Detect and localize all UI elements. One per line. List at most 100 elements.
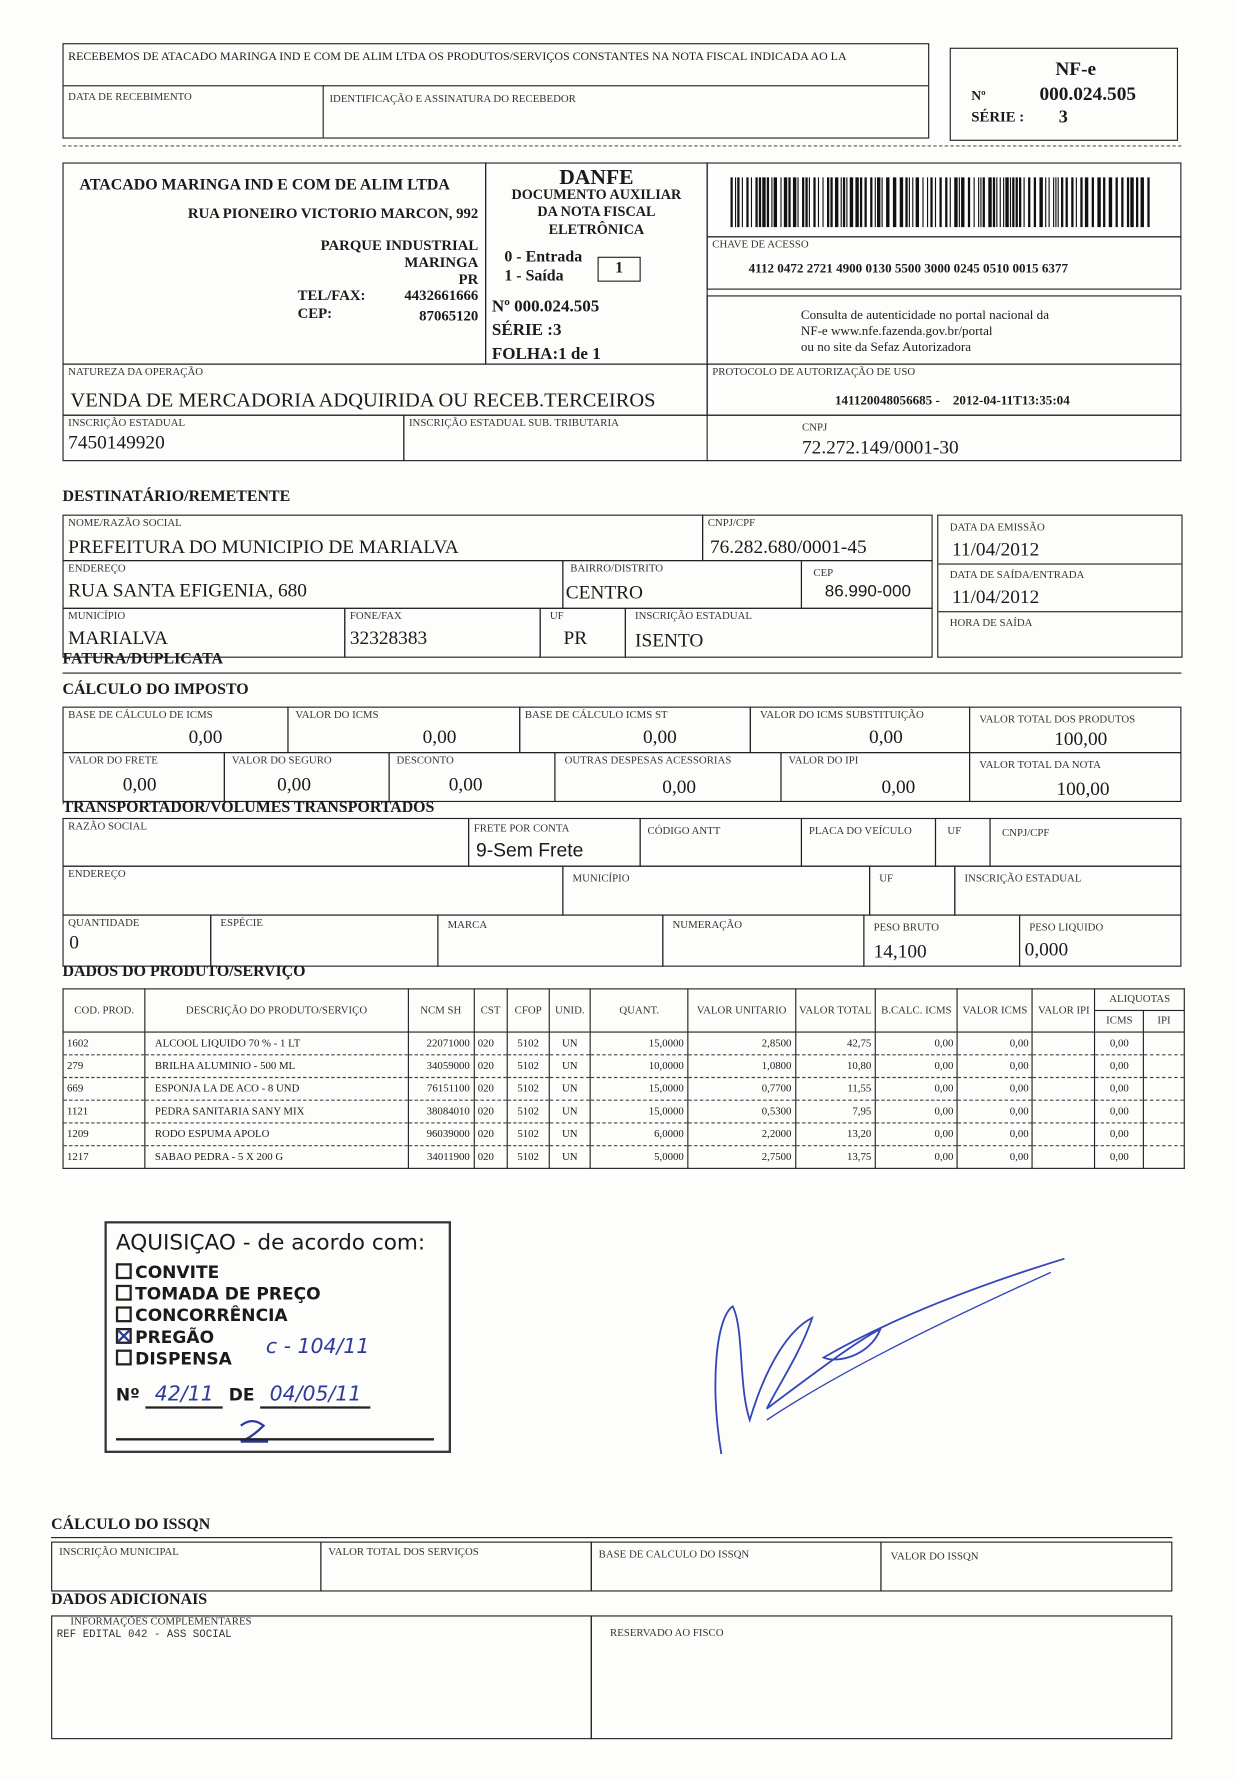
cnpj-value: 72.272.149/0001-30: [802, 436, 959, 458]
cell-cst: 020: [473, 1145, 508, 1169]
barcode-bar: [730, 177, 733, 228]
base-st-box: BASE DE CÁLCULO ICMS ST 0,00: [519, 706, 751, 754]
issqn-value-box: VALOR DO ISSQN: [880, 1541, 1173, 1592]
recipient-address: RUA SANTA EFIGENIA, 680: [68, 579, 307, 601]
cell-desc: PEDRA SANITARIA SANY MIX: [144, 1100, 409, 1124]
barcode-bar: [926, 177, 929, 228]
operation-box: NATUREZA DA OPERAÇÃO VENDA DE MERCADORIA…: [62, 363, 708, 416]
recipient-name: PREFEITURA DO MUNICIPIO DE MARIALVA: [68, 536, 459, 558]
issqn-municipal-box: INSCRIÇÃO MUNICIPAL: [51, 1541, 322, 1592]
issqn-base-label: BASE DE CALCULO DO ISSQN: [598, 1549, 750, 1561]
emitter-cep-label: CEP:: [297, 304, 333, 322]
stamp-option-label: DISPENSA: [135, 1348, 232, 1369]
carrier-ie-label: INSCRIÇÃO ESTADUAL: [964, 873, 1082, 885]
icms-st-label: VALOR DO ICMS SUBSTITUIÇÃO: [759, 710, 924, 722]
danfe-subtitle-1: DOCUMENTO AUXILIAR: [511, 186, 682, 203]
barcode-bar: [746, 177, 749, 228]
cell-rate-icms: 0,00: [1094, 1032, 1145, 1056]
cell-desc: ALCOOL LIQUIDO 70 % - 1 LT: [144, 1032, 409, 1056]
cell-rate-icms: 0,00: [1094, 1100, 1145, 1124]
product-row: 1602 ALCOOL LIQUIDO 70 % - 1 LT 22071000 02…: [62, 1032, 1185, 1056]
cell-total: 11,55: [794, 1077, 876, 1101]
barcode-bar: [1140, 177, 1144, 228]
barcode-bar: [939, 177, 942, 228]
barcode-bar: [1023, 177, 1025, 228]
barcode-bar: [908, 177, 910, 228]
products-total-label: VALOR TOTAL DOS PRODUTOS: [979, 714, 1136, 726]
cell-unit-price: 2,7500: [687, 1145, 796, 1169]
cell-cfop: 5102: [506, 1145, 550, 1169]
carrier-uf-label: UF: [947, 825, 962, 838]
barcode-bar: [840, 177, 842, 228]
additional-info-label: INFORMAÇÕES COMPLEMENTARES: [70, 1616, 252, 1628]
plate-label: PLACA DO VEÍCULO: [808, 825, 912, 838]
cell-qty: 6,0000: [590, 1122, 689, 1147]
stamp-handwritten-ref: c - 104/11: [265, 1334, 370, 1359]
acquisition-stamp: AQUISIÇAO - de acordo com: CONVITE TOMADA…: [104, 1221, 451, 1453]
barcode-bar: [773, 177, 778, 228]
recipient-city-label: MUNICÍPIO: [68, 611, 126, 623]
recipient-uf-label: UF: [549, 611, 564, 623]
cell-bcalc: 0,00: [874, 1054, 958, 1079]
base-icms-label: BASE DE CÁLCULO DE ICMS: [68, 710, 213, 722]
invoice-heading: FATURA/DUPLICATA: [62, 650, 223, 668]
barcode-bar: [967, 177, 971, 228]
barcode-bar: [1048, 177, 1050, 228]
danfe-entry-label: 0 - Entrada: [504, 248, 583, 266]
icms-st-value: 0,00: [869, 725, 903, 748]
cell-total: 13,75: [794, 1145, 876, 1169]
emitter-district: PARQUE INDUSTRIAL: [320, 236, 479, 254]
numbering-box: NUMERAÇÃO: [662, 914, 865, 967]
cell-ncm: 38084010: [407, 1100, 475, 1124]
cell-unit: UN: [548, 1100, 592, 1124]
emitter-phone: 4432661666: [404, 286, 479, 304]
barcode-bar: [762, 177, 766, 228]
barcode-bar: [734, 177, 737, 228]
cell-ncm: 96039000: [407, 1122, 475, 1147]
barcode-bar: [780, 177, 782, 228]
cell-rate-ipi: [1143, 1077, 1185, 1101]
recipient-cep-label: CEP: [813, 568, 834, 580]
cell-desc: BRILHA ALUMINIO - 500 ML: [144, 1054, 409, 1079]
emitter-name: ATACADO MARINGA IND E COM DE ALIM LTDA: [79, 177, 450, 195]
consult-box: Consulta de autenticidade no portal naci…: [706, 295, 1182, 365]
freight-label: VALOR DO FRETE: [68, 755, 158, 767]
cell-ncm: 34011900: [407, 1145, 475, 1169]
barcode-bar: [813, 177, 816, 228]
cell-rate-ipi: [1143, 1100, 1185, 1124]
brand-label: MARCA: [447, 920, 488, 932]
barcode-bar: [1121, 177, 1124, 228]
icms-st-box: VALOR DO ICMS SUBSTITUIÇÃO 0,00: [749, 706, 971, 754]
cell-ncm: 76151100: [407, 1077, 475, 1101]
net-weight-label: PESO LIQUIDO: [1029, 922, 1104, 934]
barcode-bar: [954, 177, 958, 228]
carrier-cnpj-box: CNPJ/CPF: [989, 817, 1182, 867]
consult-line-2[interactable]: NF-e www.nfe.fazenda.gov.br/portal: [800, 324, 993, 339]
cell-icms: 0,00: [956, 1145, 1034, 1169]
danfe-sheet: FOLHA:1 de 1: [491, 345, 601, 364]
barcode-bar: [886, 177, 890, 228]
col-bcalc: B.CALC. ICMS: [874, 988, 958, 1033]
danfe-title: DANFE: [559, 165, 634, 190]
cell-rate-icms: 0,00: [1094, 1122, 1145, 1147]
barcode-bar: [864, 177, 867, 228]
state-reg-value: 7450149920: [68, 431, 165, 454]
barcode-icon: [730, 177, 1150, 228]
freight-mode-label: FRETE POR CONTA: [473, 823, 570, 835]
recipient-address-box: ENDEREÇO RUA SANTA EFIGENIA, 680: [62, 560, 564, 609]
recipient-uf: PR: [563, 627, 588, 649]
nfe-number-box: NF-e Nº 000.024.505 SÉRIE : 3: [949, 47, 1179, 141]
barcode-bar: [827, 177, 830, 228]
cell-cfop: 5102: [506, 1122, 550, 1147]
cut-line: [62, 145, 1182, 147]
barcode-bar: [1028, 177, 1031, 228]
barcode-bar: [1080, 177, 1083, 228]
recipient-cep: 86.990-000: [824, 581, 911, 601]
cell-unit: UN: [548, 1122, 592, 1147]
cell-cfop: 5102: [506, 1054, 550, 1079]
cell-ipi: [1032, 1100, 1096, 1124]
issqn-services-box: VALOR TOTAL DOS SERVIÇOS: [320, 1541, 592, 1592]
barcode-bar: [802, 177, 805, 228]
recipient-ie-box: INSCRIÇÃO ESTADUAL ISENTO: [624, 607, 933, 658]
